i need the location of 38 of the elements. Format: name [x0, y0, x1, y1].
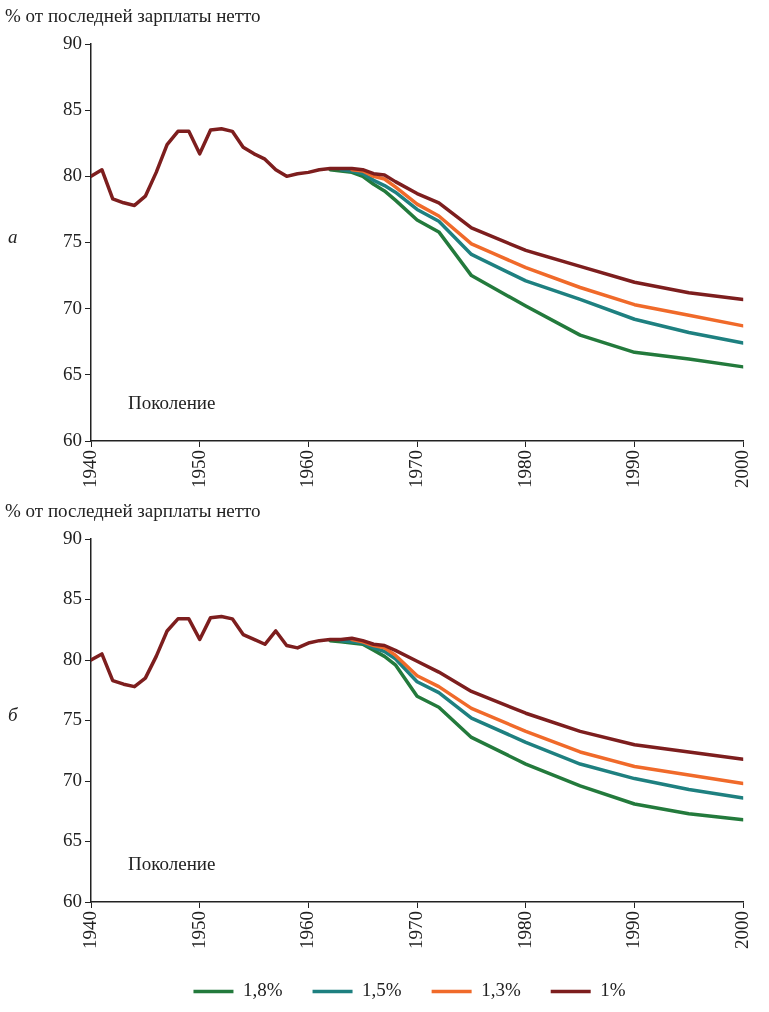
x-tick-label: 1980 [513, 911, 535, 949]
x-tick-label: 1950 [187, 911, 209, 949]
x-axis-title: Поколение [128, 853, 216, 874]
y-tick-label: 75 [63, 230, 82, 252]
y-tick-label: 75 [63, 708, 82, 730]
y-tick-label: 65 [63, 829, 82, 851]
x-axis-title: Поколение [128, 392, 216, 413]
x-tick-label: 1950 [187, 450, 209, 488]
text: б [8, 703, 19, 725]
x-tick-label: 1990 [622, 450, 644, 488]
y-tick-label: 70 [63, 768, 82, 790]
x-tick-label: 1960 [296, 911, 318, 949]
legend-label: 1% [600, 979, 626, 1001]
x-tick-label: 1980 [513, 450, 535, 488]
x-tick-label: 1940 [78, 911, 100, 949]
y-tick-label: 60 [63, 428, 82, 450]
x-tick-label: 2000 [731, 450, 753, 488]
x-tick-label: 1970 [405, 450, 427, 488]
y-tick-label: 85 [63, 587, 82, 609]
text: а [8, 225, 18, 247]
x-tick-label: 1960 [296, 450, 318, 488]
x-tick-label: 1990 [622, 911, 644, 949]
legend-label: 1,3% [481, 979, 521, 1001]
y-tick-label: 80 [63, 164, 82, 186]
x-tick-label: 1940 [78, 450, 100, 488]
y-tick-label: 85 [63, 98, 82, 120]
y-axis-title: % от последней зарплаты нетто [5, 500, 261, 521]
legend-label: 1,5% [362, 979, 402, 1001]
y-tick-label: 65 [63, 362, 82, 384]
x-tick-label: 2000 [731, 911, 753, 949]
legend-label: 1,8% [242, 979, 283, 1001]
y-axis-title: % от последней зарплаты нетто [5, 5, 261, 26]
y-tick-label: 70 [63, 296, 82, 318]
y-tick-label: 80 [63, 647, 82, 669]
y-tick-label: 90 [63, 31, 82, 53]
x-tick-label: 1970 [405, 911, 427, 949]
y-tick-label: 90 [63, 526, 82, 548]
y-tick-label: 60 [63, 889, 82, 911]
